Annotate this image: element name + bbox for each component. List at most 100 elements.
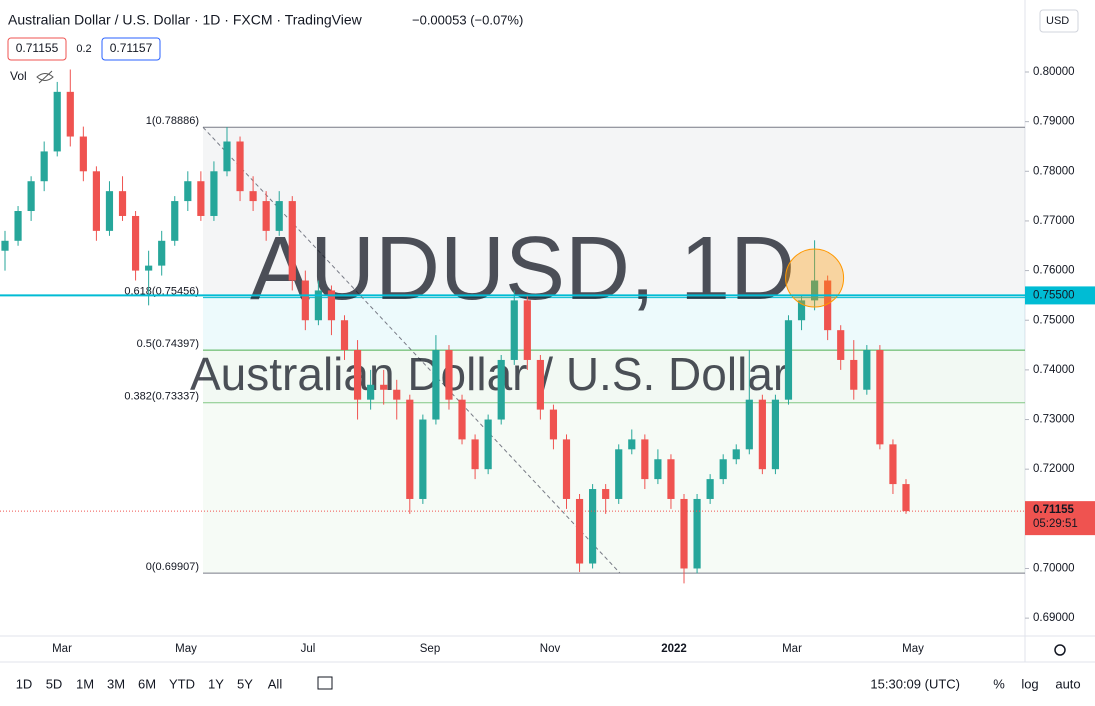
candle-body (236, 141, 244, 192)
candle-body (393, 389, 401, 400)
candle-body (719, 459, 727, 480)
y-tick-label: 0.77000 (1033, 215, 1075, 227)
candle-body (301, 280, 309, 321)
range-button[interactable]: 1M (76, 676, 94, 691)
fib-zone (203, 402, 1025, 574)
candle-body (523, 300, 531, 360)
candle-body (210, 171, 218, 216)
highlight-circle (785, 248, 845, 308)
candle-body (889, 444, 897, 485)
candle-body (288, 201, 296, 281)
candle-body (549, 409, 558, 440)
log-toggle[interactable]: log (1021, 676, 1038, 691)
candle-body (797, 300, 806, 321)
x-tick-label: Nov (540, 643, 561, 655)
candle-body (641, 439, 649, 480)
candle-body (406, 399, 414, 499)
fib-zone (203, 350, 1025, 403)
price-line-tag (1025, 286, 1095, 305)
x-tick-label: Mar (52, 643, 72, 655)
range-button[interactable]: 3M (107, 676, 125, 691)
range-button[interactable]: 5D (46, 676, 63, 691)
candle-body (314, 290, 322, 321)
fib-label: 0(0.69907) (146, 561, 199, 573)
y-tick-label: 0.78000 (1033, 165, 1075, 177)
candle-body (40, 151, 48, 182)
x-tick-label: Sep (420, 643, 440, 655)
candle-body (197, 181, 205, 216)
clock: 15:30:09 (UTC) (870, 676, 960, 691)
toolbar: 1D 5D 1M 3M 6M YTD 1Y 5Y All 15:30:09 (UTC)% log au… (16, 676, 1081, 691)
candle-body (667, 459, 675, 499)
bid: 0.71155 (16, 41, 59, 55)
candle-body (27, 181, 35, 212)
candle-body (562, 439, 571, 499)
last-price-tag (1025, 501, 1095, 536)
x-tick-label: Mar (782, 643, 802, 655)
candle-body (432, 350, 440, 420)
candle-body (693, 498, 701, 569)
candle-body (380, 384, 388, 390)
watermark-subtitle: Australian Dollar / U.S. Dollar (190, 348, 788, 400)
candle-body (863, 350, 871, 390)
candle-body (340, 320, 349, 351)
candle-body (732, 449, 740, 460)
candle-body (131, 215, 140, 271)
range-button[interactable]: 5Y (237, 676, 253, 691)
candle-body (445, 350, 453, 400)
candle-body (784, 320, 793, 400)
candle-body (745, 399, 753, 450)
candle-body (223, 141, 231, 172)
candle-body (497, 359, 505, 420)
candle-body (706, 479, 714, 499)
candle-body (458, 399, 466, 440)
candle-body (536, 359, 544, 410)
candle-body (262, 201, 270, 231)
candle-body (654, 459, 662, 480)
candle-body (327, 290, 336, 321)
candle-body (484, 419, 492, 470)
candle-body (419, 419, 427, 499)
candle-body (628, 439, 636, 450)
y-tick-label: 0.80000 (1033, 66, 1075, 78)
candle-body (1, 240, 9, 251)
price-line-label: 0.75500 (1033, 289, 1075, 301)
range-button[interactable]: YTD (169, 676, 195, 691)
candle-body (53, 91, 61, 152)
y-tick-label: 0.75000 (1033, 314, 1075, 326)
watermark: AUDUSD, 1D (250, 219, 795, 319)
candle-body (602, 489, 610, 499)
y-tick-label: 0.72000 (1033, 463, 1075, 475)
candle-body (876, 350, 884, 445)
range-button[interactable]: All (268, 676, 283, 691)
date-range-icon[interactable] (317, 676, 333, 690)
x-tick-label: May (175, 643, 197, 655)
candle-body (79, 136, 87, 172)
range-button[interactable]: 1D (16, 676, 33, 691)
auto-toggle[interactable]: auto (1055, 676, 1080, 691)
y-tick-label: 0.79000 (1033, 116, 1075, 128)
hide-volume-icon[interactable] (36, 70, 54, 84)
ask: 0.71157 (110, 41, 153, 55)
ask-box[interactable] (101, 37, 161, 61)
candle-body (680, 498, 688, 569)
range-button[interactable]: 6M (138, 676, 156, 691)
candle-body (811, 280, 819, 301)
bid-box[interactable] (7, 37, 67, 61)
currency: USD (1046, 15, 1069, 27)
countdown: 05:29:51 (1033, 518, 1078, 530)
candle-body (615, 449, 623, 499)
candle-body (837, 330, 845, 360)
settings-icon[interactable] (1054, 644, 1066, 656)
fib-label: 0.382(0.73337) (124, 391, 199, 403)
y-tick-label: 0.73000 (1033, 414, 1075, 426)
range-button[interactable]: 1Y (208, 676, 224, 691)
percent-toggle[interactable]: % (993, 676, 1005, 691)
candle-body (66, 91, 74, 137)
currency-button[interactable] (1039, 9, 1079, 33)
candle-body (510, 300, 518, 360)
candle-body (14, 211, 22, 241)
chart-title: Australian Dollar / U.S. Dollar · 1D · F… (8, 12, 363, 28)
